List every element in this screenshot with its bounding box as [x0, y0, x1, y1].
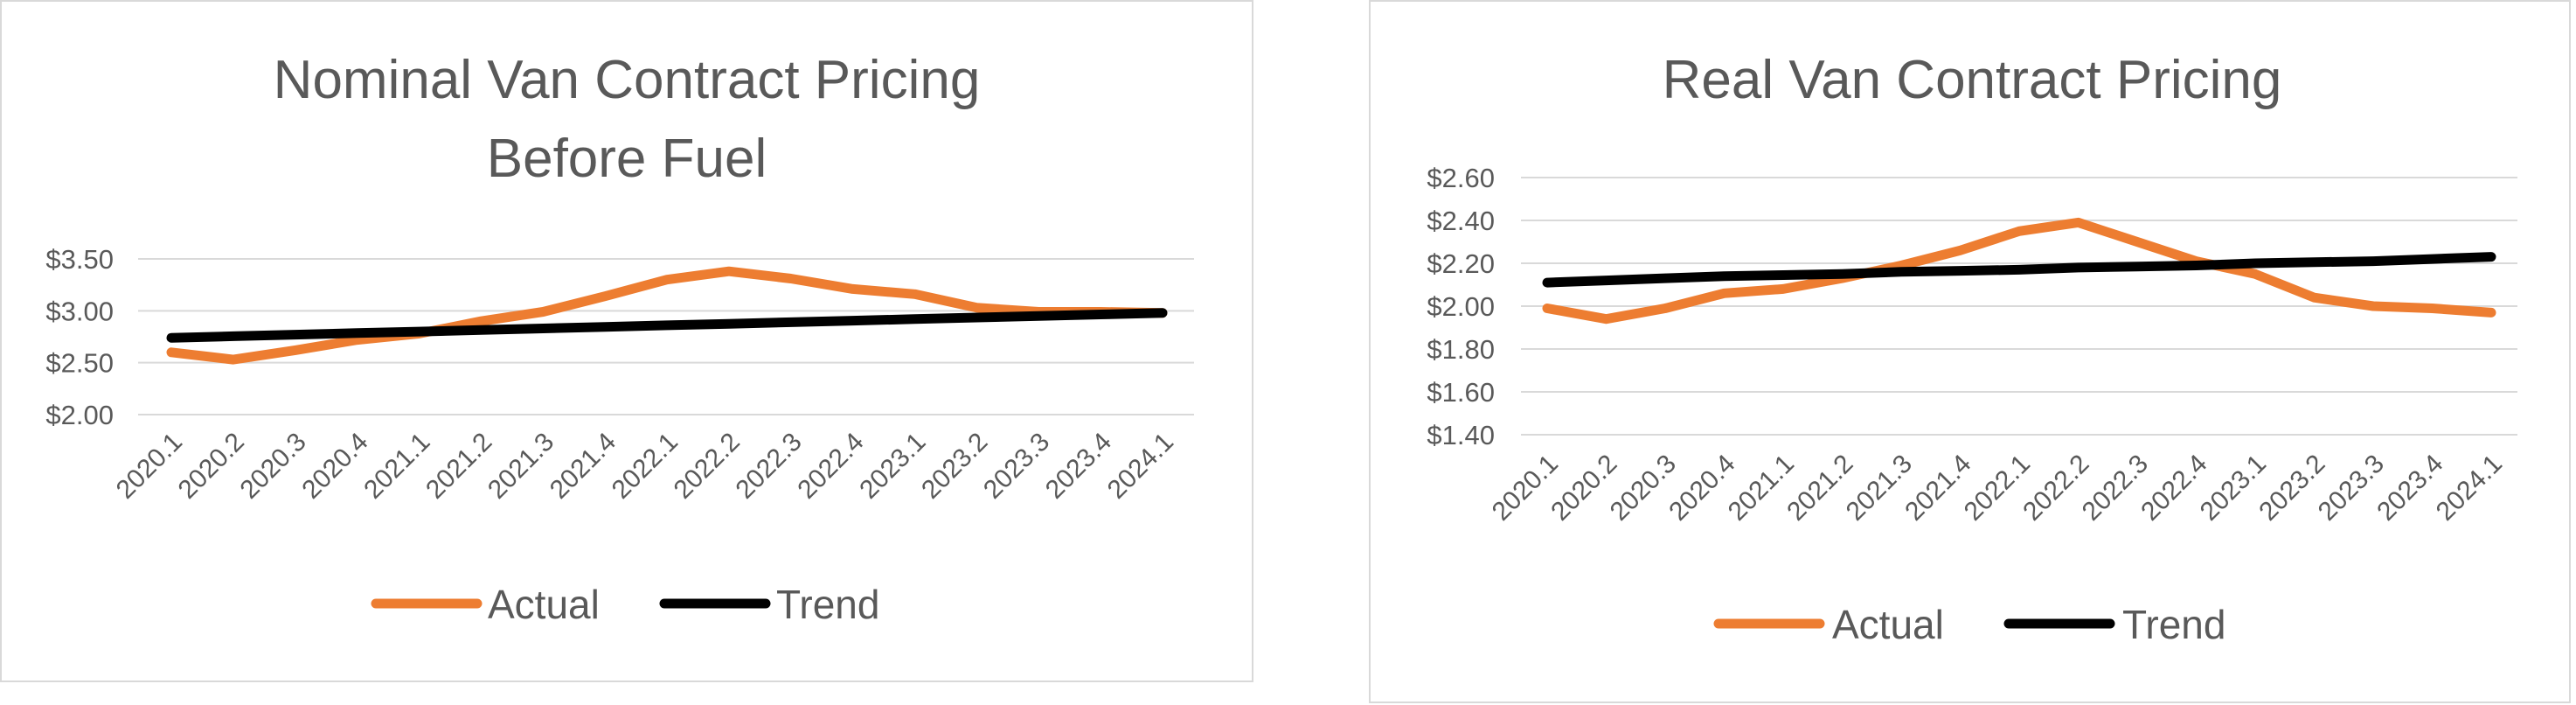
real-x-tick-label: 2021.4: [1899, 450, 1976, 527]
real-y-tick-label: $2.40: [1427, 206, 1495, 236]
real-chart-title-line-1: Real Van Contract Pricing: [1663, 50, 2282, 110]
real-y-tick-label: $2.00: [1427, 291, 1495, 322]
nominal-y-tick-label: $2.00: [45, 400, 114, 430]
nominal-y-tick-label: $3.00: [45, 296, 114, 326]
real-series-line-actual: [1542, 217, 2496, 325]
real-chart-svg: Real Van Contract Pricing $1.40 $1.60 $1.80…: [1427, 50, 2517, 647]
nominal-x-tick-label: 2023.1: [854, 428, 931, 505]
nominal-x-tick-label: 2023.2: [916, 428, 993, 505]
real-x-tick-label: 2020.1: [1487, 450, 1564, 527]
nominal-x-tick-label: 2020.2: [173, 428, 250, 505]
nominal-chart-title-line-1: Nominal Van Contract Pricing: [274, 50, 981, 110]
real-x-tick-label: 2021.1: [1723, 450, 1800, 527]
nominal-gridlines: [138, 258, 1194, 415]
nominal-x-tick-label: 2022.4: [792, 428, 869, 505]
real-series-line-trend: [1542, 252, 2496, 288]
nominal-series-line-actual: [166, 266, 1168, 365]
real-x-tick-label: 2022.3: [2077, 450, 2154, 527]
nominal-legend-label-trend: Trend: [776, 582, 879, 627]
nominal-x-tick-label: 2020.3: [234, 428, 311, 505]
real-x-tick-label: 2020.4: [1663, 450, 1740, 527]
nominal-x-tick-label: 2023.3: [978, 428, 1055, 505]
nominal-y-tick-label: $2.50: [45, 348, 114, 379]
nominal-x-tick-label: 2021.4: [545, 428, 621, 505]
nominal-x-tick-label: 2021.3: [483, 428, 559, 505]
real-chart-panel: Real Van Contract Pricing $1.40 $1.60 $1.80…: [1369, 0, 2571, 703]
nominal-x-tick-label: 2021.1: [358, 428, 435, 505]
real-y-tick-label: $1.40: [1427, 420, 1495, 450]
real-x-tick-label: 2023.4: [2371, 450, 2448, 527]
real-legend-label-actual: Actual: [1832, 602, 1944, 647]
nominal-chart-title-line-2: Before Fuel: [487, 129, 767, 189]
real-x-tick-label: 2020.2: [1545, 450, 1622, 527]
nominal-chart-panel: Nominal Van Contract Pricing Before Fuel $…: [0, 0, 1253, 682]
real-x-tick-label: 2021.3: [1841, 450, 1918, 527]
real-x-tick-label: 2023.3: [2313, 450, 2390, 527]
real-x-tick-label: 2022.4: [2135, 450, 2212, 527]
nominal-x-tick-label: 2020.4: [296, 428, 373, 505]
nominal-x-tick-label: 2020.1: [111, 428, 188, 505]
real-y-tick-label: $2.60: [1427, 163, 1495, 193]
nominal-chart-svg: Nominal Van Contract Pricing Before Fuel $…: [45, 50, 1194, 627]
real-y-tick-label: $1.60: [1427, 377, 1495, 408]
real-x-tick-label: 2024.1: [2431, 450, 2508, 527]
nominal-x-tick-label: 2022.3: [730, 428, 807, 505]
nominal-x-tick-label: 2021.2: [420, 428, 497, 505]
real-x-tick-label: 2021.2: [1781, 450, 1858, 527]
nominal-series-line-trend: [166, 308, 1168, 343]
nominal-legend-label-actual: Actual: [488, 582, 600, 627]
real-y-tick-label: $2.20: [1427, 248, 1495, 279]
nominal-x-tick-label: 2022.1: [607, 428, 684, 505]
nominal-x-tick-label: 2023.4: [1040, 428, 1117, 505]
real-x-tick-label: 2022.2: [2017, 450, 2094, 527]
real-x-tick-label: 2023.1: [2195, 450, 2272, 527]
real-x-tick-label: 2020.3: [1605, 450, 1682, 527]
real-y-tick-label: $1.80: [1427, 334, 1495, 365]
nominal-x-tick-label: 2024.1: [1102, 428, 1179, 505]
nominal-y-tick-label: $3.50: [45, 244, 114, 275]
real-legend-label-trend: Trend: [2122, 602, 2225, 647]
real-x-tick-label: 2022.1: [1959, 450, 2036, 527]
real-x-tick-label: 2023.2: [2253, 450, 2330, 527]
nominal-x-tick-label: 2022.2: [669, 428, 746, 505]
